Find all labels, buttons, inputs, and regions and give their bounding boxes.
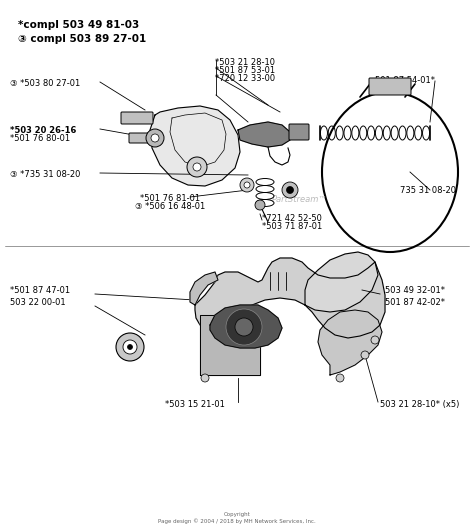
Polygon shape	[305, 252, 378, 312]
Polygon shape	[150, 106, 240, 186]
Text: *503 71 87-01: *503 71 87-01	[262, 222, 322, 231]
Text: *720 12 33-00: *720 12 33-00	[215, 74, 275, 83]
Text: *721 42 52-50: *721 42 52-50	[262, 214, 322, 223]
Text: 501 87 54-01*: 501 87 54-01*	[375, 76, 435, 85]
FancyBboxPatch shape	[129, 133, 151, 143]
Circle shape	[240, 178, 254, 192]
Text: *503 20 26-16: *503 20 26-16	[10, 126, 76, 135]
Text: Copyright: Copyright	[224, 512, 250, 517]
Polygon shape	[210, 305, 282, 348]
Text: ③ *735 31 08-20: ③ *735 31 08-20	[10, 170, 81, 179]
Text: Page design © 2004 / 2018 by MH Network Services, Inc.: Page design © 2004 / 2018 by MH Network …	[158, 518, 316, 524]
FancyBboxPatch shape	[369, 78, 411, 95]
Text: *501 87 47-01: *501 87 47-01	[10, 286, 70, 295]
Circle shape	[235, 318, 253, 336]
Circle shape	[201, 374, 209, 382]
Circle shape	[146, 129, 164, 147]
Circle shape	[255, 200, 265, 210]
Text: ③ compl 503 89 27-01: ③ compl 503 89 27-01	[18, 34, 146, 44]
Circle shape	[193, 163, 201, 171]
Text: *503 21 28-10: *503 21 28-10	[215, 58, 275, 67]
Polygon shape	[200, 315, 260, 375]
Circle shape	[128, 344, 133, 349]
Text: *503 15 21-01: *503 15 21-01	[165, 400, 225, 409]
Text: 501 87 42-02*: 501 87 42-02*	[385, 298, 445, 307]
Text: PartStream™: PartStream™	[272, 196, 328, 205]
FancyBboxPatch shape	[289, 124, 309, 140]
Circle shape	[151, 134, 159, 142]
Text: 503 22 00-01: 503 22 00-01	[10, 298, 65, 307]
Text: ③ *503 80 27-01: ③ *503 80 27-01	[10, 79, 80, 88]
Text: *501 87 53-01: *501 87 53-01	[215, 66, 275, 75]
Polygon shape	[195, 258, 385, 338]
Text: 735 31 08-20: 735 31 08-20	[400, 186, 456, 195]
Circle shape	[187, 157, 207, 177]
Text: 503 49 32-01*: 503 49 32-01*	[385, 286, 445, 295]
Circle shape	[286, 187, 293, 193]
Circle shape	[123, 340, 137, 354]
FancyBboxPatch shape	[121, 112, 153, 124]
Polygon shape	[238, 122, 290, 147]
Text: 503 21 28-10* (x5): 503 21 28-10* (x5)	[380, 400, 459, 409]
Circle shape	[282, 182, 298, 198]
Circle shape	[361, 351, 369, 359]
Text: *501 76 80-01: *501 76 80-01	[10, 134, 70, 143]
Polygon shape	[190, 272, 218, 305]
Circle shape	[244, 182, 250, 188]
Circle shape	[371, 336, 379, 344]
Circle shape	[336, 374, 344, 382]
Text: ③ *506 16 48-01: ③ *506 16 48-01	[135, 202, 205, 211]
Text: *compl 503 49 81-03: *compl 503 49 81-03	[18, 20, 139, 30]
Circle shape	[116, 333, 144, 361]
Circle shape	[226, 309, 262, 345]
Polygon shape	[318, 310, 382, 375]
Text: *501 76 81-01: *501 76 81-01	[140, 194, 200, 203]
